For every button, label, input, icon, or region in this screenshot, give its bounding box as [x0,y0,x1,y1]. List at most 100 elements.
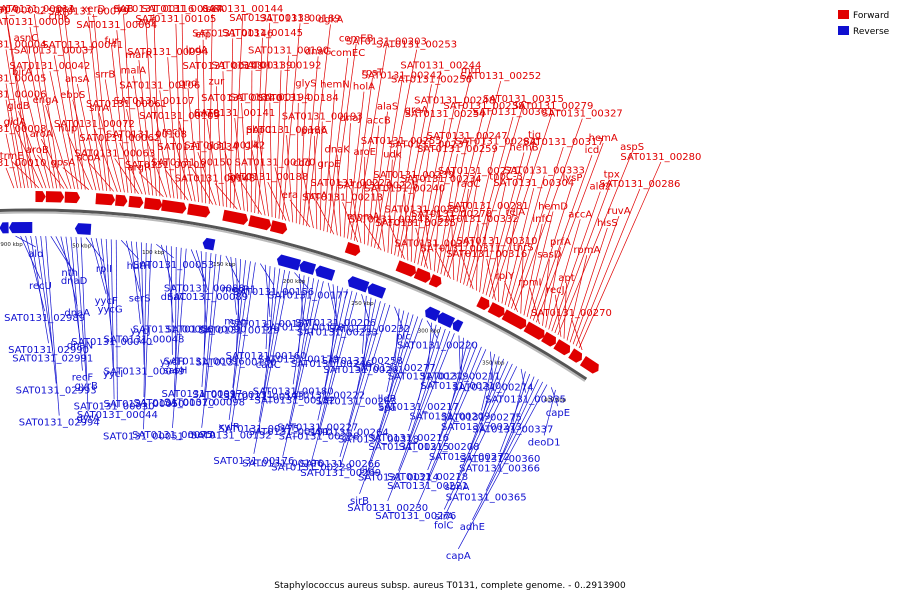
reverse-gene-label: SAT0131_00209 [410,411,491,422]
reverse-gene-arrow [8,222,33,234]
forward-gene-label: relA [505,207,525,218]
reverse-gene-label: SAT0131_00070 [134,398,215,409]
reverse-gene-label: SAT0131_00227 [277,422,358,433]
reverse-gene-label: SAT0131_00050 [103,399,184,410]
forward-gene-label: tnpC-3 [489,172,523,183]
forward-label-connector [353,46,387,241]
reverse-gene-label: hutH [127,261,151,272]
forward-gene-label: zwf [138,17,155,28]
forward-gene-label: SAT0131_00142 [184,141,265,152]
forward-label-connector [374,80,403,248]
forward-label-connector [29,26,58,189]
reverse-gene-label: gyrA [77,413,100,424]
forward-label-connector [88,16,107,191]
reverse-gene-label: SAT0131_00263 [316,396,397,407]
forward-gene-label: era [282,190,298,201]
forward-label-connector [459,175,479,284]
forward-label-connector [233,13,244,209]
forward-gene-label: SAT0131_00286 [599,179,680,190]
forward-gene-label: SAT0131_00310 [457,236,538,247]
forward-gene-label: icd [585,145,600,156]
forward-label-connector [319,121,323,231]
forward-label-connector [250,70,253,213]
forward-gene-label: infC [532,214,552,225]
reverse-label-connector [456,361,509,480]
forward-gene-label: SAT0131_00190 [248,46,329,57]
reverse-gene-label: SAT0131_00360 [459,454,540,465]
forward-label-connector [575,188,641,347]
reverse-gene-arrow [452,319,464,332]
reverse-label-connector [443,363,513,510]
forward-label-connector [486,258,496,301]
reverse-gene-arrow [202,237,216,251]
reverse-label-connector [130,241,141,324]
forward-label-connector [424,75,472,268]
forward-label-connector [545,247,561,328]
forward-gene-label: thrS [513,242,534,253]
reverse-label-connector [324,287,343,389]
forward-gene-label: SAT0131_00244 [400,61,481,72]
reverse-gene-label: sirB [350,496,369,507]
reverse-gene-label: SAT0131_00131 [192,390,273,401]
reverse-label-connector [512,371,526,423]
forward-gene-label: SAT0131_00213 [302,192,383,203]
reverse-label-connector [35,235,54,352]
reverse-label-connector [110,239,115,400]
forward-gene-label: SAT0131_00138 [229,13,310,24]
forward-label-connector [173,136,192,201]
forward-label-connector [420,105,456,266]
reverse-gene-label: recU [29,281,52,292]
reverse-label-connector [458,335,461,370]
forward-label-connector [504,188,535,306]
reverse-label-connector [332,284,338,326]
forward-gene-label: SAT0131_00243 [349,214,430,225]
reverse-label-connector [259,263,274,285]
reverse-gene-label: SAT0131_00264 [308,428,389,439]
legend-reverse-label: Reverse [853,27,890,37]
reverse-label-connector [394,306,404,330]
forward-label-connector [257,22,271,214]
forward-label-connector [326,57,349,233]
forward-gene-label: SAT0131_00009 [0,17,70,28]
forward-label-connector [167,57,178,199]
forward-gene-label: udk [383,150,402,161]
reverse-label-connector [294,278,315,394]
legend-forward-swatch [838,10,849,19]
forward-gene-label: hemA [589,133,618,144]
forward-label-connector [437,154,458,273]
forward-gene-label: SAT0131_00240 [364,184,445,195]
reverse-gene-label: SAT0131_00273 [441,422,522,433]
reverse-gene-label: SAT0131_00030 [74,401,155,412]
forward-label-connector [37,154,65,189]
scale-label: 150 kbp [213,262,236,268]
reverse-gene-arrow [299,260,317,275]
forward-gene-label: SAT0131_00105 [135,14,216,25]
forward-label-connector [241,102,249,212]
reverse-label-connector [172,248,187,429]
forward-label-connector [485,152,525,296]
forward-gene-label: srrB [95,69,115,80]
reverse-gene-label: SAT0131_00210 [420,381,501,392]
forward-label-connector [367,125,380,246]
forward-gene-label: SAT0131_00253 [376,40,457,51]
forward-label-connector [532,154,593,321]
reverse-gene-label: capA [446,551,471,562]
reverse-gene-label: SAT0131_00366 [459,463,540,474]
forward-gene-label: rpsA [53,4,76,15]
forward-label-connector [11,160,40,189]
forward-gene-arrow [413,267,431,283]
forward-label-connector [466,116,514,287]
forward-gene-label: SAT0131_00254 [405,109,486,120]
reverse-label-connector [190,249,205,282]
forward-gene-label: SAT0131_00311 [420,243,501,254]
forward-gene-arrow [248,215,272,231]
reverse-label-connector [173,247,182,396]
reverse-label-connector [418,324,437,401]
scale-label: 50 kbp [72,243,91,249]
forward-gene-arrow [128,195,144,208]
forward-label-connector [72,99,97,191]
reverse-gene-label: SAT0131_00274 [453,382,534,393]
forward-label-connector [377,190,385,252]
reverse-label-connector [294,272,309,289]
reverse-gene-label: SAT0131_00229 [271,463,352,474]
